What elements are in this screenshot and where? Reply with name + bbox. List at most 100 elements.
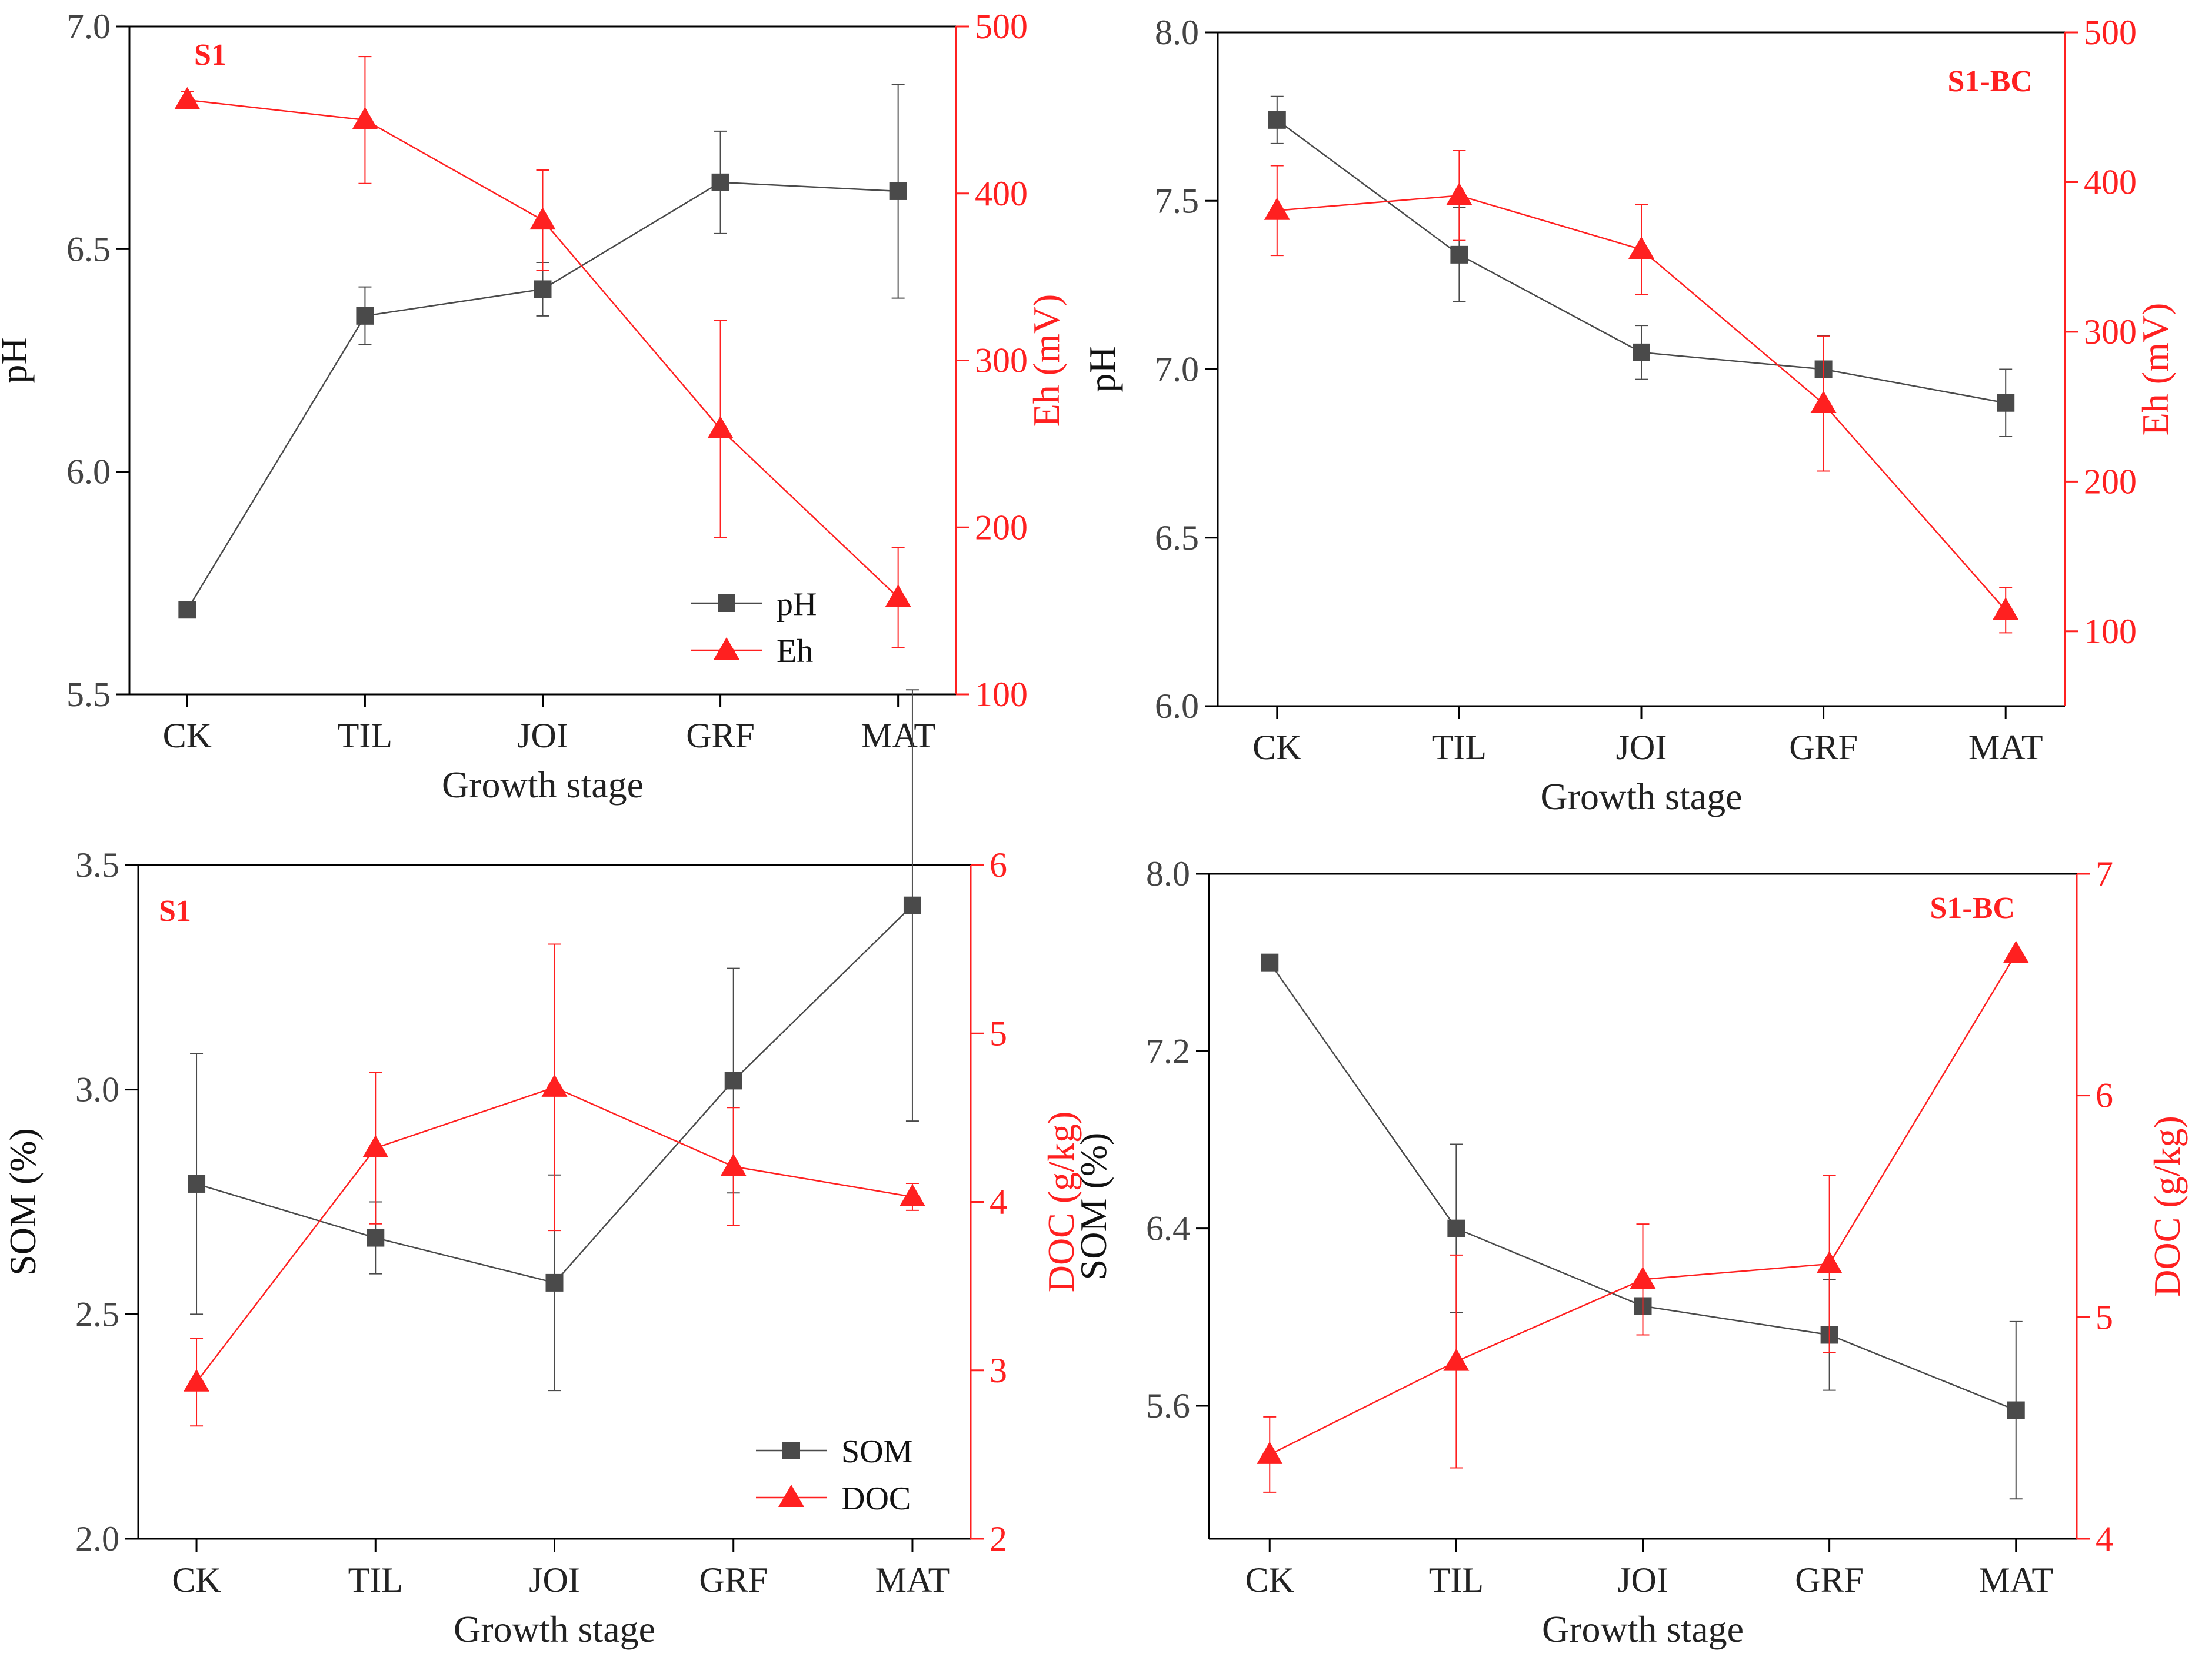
right-y-tick-label: 500	[975, 7, 1028, 46]
x-tick-label: GRF	[699, 1561, 768, 1599]
left-y-tick-label: 6.5	[66, 229, 111, 268]
panel-label: S1	[194, 38, 226, 72]
panel-1: 5.5 6.0 6.5 7.0 100 200 300 400 500 CK TIL JOI GRF MA…	[0, 7, 1067, 806]
right-y-tick-label: 3	[990, 1351, 1007, 1390]
data-point-triangle	[1810, 391, 1837, 414]
data-point-square	[356, 307, 374, 325]
right-y-tick-label: 5	[990, 1014, 1007, 1053]
panel-4: 5.6 6.4 7.2 8.0 4 5 6 7 CK TIL JOI GRF MAT Growth sta…	[1072, 854, 2188, 1650]
right-y-tick-label: 5	[2096, 1298, 2113, 1336]
left-y-tick-label: 2.0	[75, 1519, 119, 1558]
data-point-triangle	[174, 87, 201, 109]
data-point-square	[2007, 1401, 2025, 1419]
data-point-triangle	[1628, 236, 1654, 259]
data-point-triangle	[529, 207, 556, 230]
right-y-tick-label: 300	[2084, 312, 2137, 351]
right-y-tick-label: 200	[975, 508, 1028, 547]
x-tick-label: TIL	[338, 716, 392, 755]
x-tick-label: CK	[172, 1561, 221, 1599]
right-y-axis-title: DOC (g/kg)	[1040, 1112, 1082, 1293]
data-point-triangle	[899, 1183, 925, 1206]
series-line	[1269, 962, 2017, 1411]
legend-label: SOM	[841, 1433, 912, 1470]
x-tick-label: MAT	[1978, 1561, 2053, 1599]
x-tick-label: TIL	[1432, 728, 1487, 767]
left-y-tick-label: 6.5	[1155, 518, 1199, 557]
right-y-tick-label: 6	[990, 846, 1007, 884]
left-y-tick-label: 6.0	[1155, 687, 1199, 726]
data-point-square	[1997, 394, 2015, 412]
left-y-tick-label: 3.0	[75, 1070, 119, 1109]
series-eh	[1264, 150, 2019, 634]
data-point-square	[188, 1175, 206, 1193]
right-y-tick-label: 6	[2096, 1076, 2113, 1115]
x-tick-label: MAT	[861, 716, 935, 755]
left-y-axis-title: SOM (%)	[2, 1128, 44, 1276]
x-tick-label: CK	[163, 716, 212, 755]
data-point-triangle	[2003, 940, 2029, 963]
data-point-triangle	[1446, 182, 1473, 205]
x-tick-label: TIL	[348, 1561, 403, 1599]
left-y-tick-label: 7.5	[1155, 181, 1199, 220]
data-point-square	[1261, 953, 1279, 972]
left-y-tick-label: 5.6	[1146, 1386, 1190, 1425]
data-point-triangle	[352, 107, 378, 129]
data-point-square	[367, 1229, 385, 1247]
x-tick-label: JOI	[529, 1561, 580, 1599]
panel-2: 6.0 6.5 7.0 7.5 8.0 100 200 300 400 500 CK TIL JOI GR…	[1081, 13, 2176, 817]
panel-label: S1-BC	[1930, 891, 2015, 925]
legend-marker-square	[718, 594, 735, 612]
legend-label: DOC	[841, 1481, 911, 1517]
left-y-tick-label: 6.0	[66, 453, 111, 491]
right-y-axis-title: DOC (g/kg)	[2146, 1116, 2188, 1297]
data-point-triangle	[1264, 197, 1290, 220]
right-y-tick-label: 100	[2084, 612, 2137, 651]
legend-marker-triangle	[778, 1485, 804, 1507]
x-axis-title: Growth stage	[442, 764, 644, 806]
right-y-tick-label: 4	[2096, 1519, 2113, 1558]
data-point-triangle	[1443, 1348, 1470, 1371]
right-y-axis-title: Eh (mV)	[1025, 294, 1067, 427]
legend-marker-square	[782, 1442, 800, 1459]
left-y-axis-title: pH	[1081, 346, 1123, 392]
x-tick-label: GRF	[1789, 728, 1858, 767]
panel-3: 2.0 2.5 3.0 3.5 2 3 4 5 6 CK TIL JOI GRF MAT Growth st…	[2, 689, 1082, 1650]
series-line	[1269, 953, 2017, 1455]
data-point-square	[724, 1072, 742, 1090]
data-point-triangle	[707, 415, 734, 438]
right-y-axis-title: Eh (mV)	[2134, 303, 2176, 436]
series-ph	[1268, 95, 2015, 437]
series-ph	[178, 84, 907, 619]
data-point-square	[889, 182, 907, 200]
left-y-tick-label: 5.5	[66, 675, 111, 714]
left-y-axis-title: pH	[0, 337, 35, 383]
panel-label: S1-BC	[1948, 65, 2033, 98]
data-point-triangle	[720, 1153, 747, 1176]
data-point-triangle	[1630, 1266, 1656, 1289]
right-y-tick-label: 300	[975, 341, 1028, 380]
series-eh	[174, 56, 911, 648]
right-y-tick-label: 2	[990, 1519, 1007, 1558]
x-tick-label: CK	[1245, 1561, 1294, 1599]
right-y-tick-label: 4	[990, 1183, 1007, 1222]
data-point-triangle	[1816, 1250, 1843, 1273]
x-tick-label: TIL	[1429, 1561, 1484, 1599]
left-y-tick-label: 3.5	[75, 846, 119, 884]
x-tick-label: MAT	[875, 1561, 950, 1599]
left-y-tick-label: 7.0	[66, 7, 111, 46]
right-y-tick-label: 200	[2084, 462, 2137, 501]
left-y-tick-label: 7.2	[1146, 1032, 1190, 1070]
series-doc	[1257, 940, 2029, 1493]
legend-label: pH	[777, 586, 817, 623]
data-point-triangle	[184, 1369, 210, 1392]
x-tick-label: JOI	[517, 716, 568, 755]
x-axis-title: Growth stage	[1540, 776, 1742, 817]
data-point-square	[178, 601, 196, 619]
data-point-triangle	[362, 1135, 389, 1157]
data-point-square	[545, 1273, 564, 1292]
right-y-tick-label: 500	[2084, 13, 2137, 52]
x-tick-label: JOI	[1616, 728, 1667, 767]
data-point-triangle	[1257, 1441, 1283, 1464]
left-y-tick-label: 8.0	[1146, 854, 1190, 893]
right-y-tick-label: 100	[975, 675, 1028, 714]
